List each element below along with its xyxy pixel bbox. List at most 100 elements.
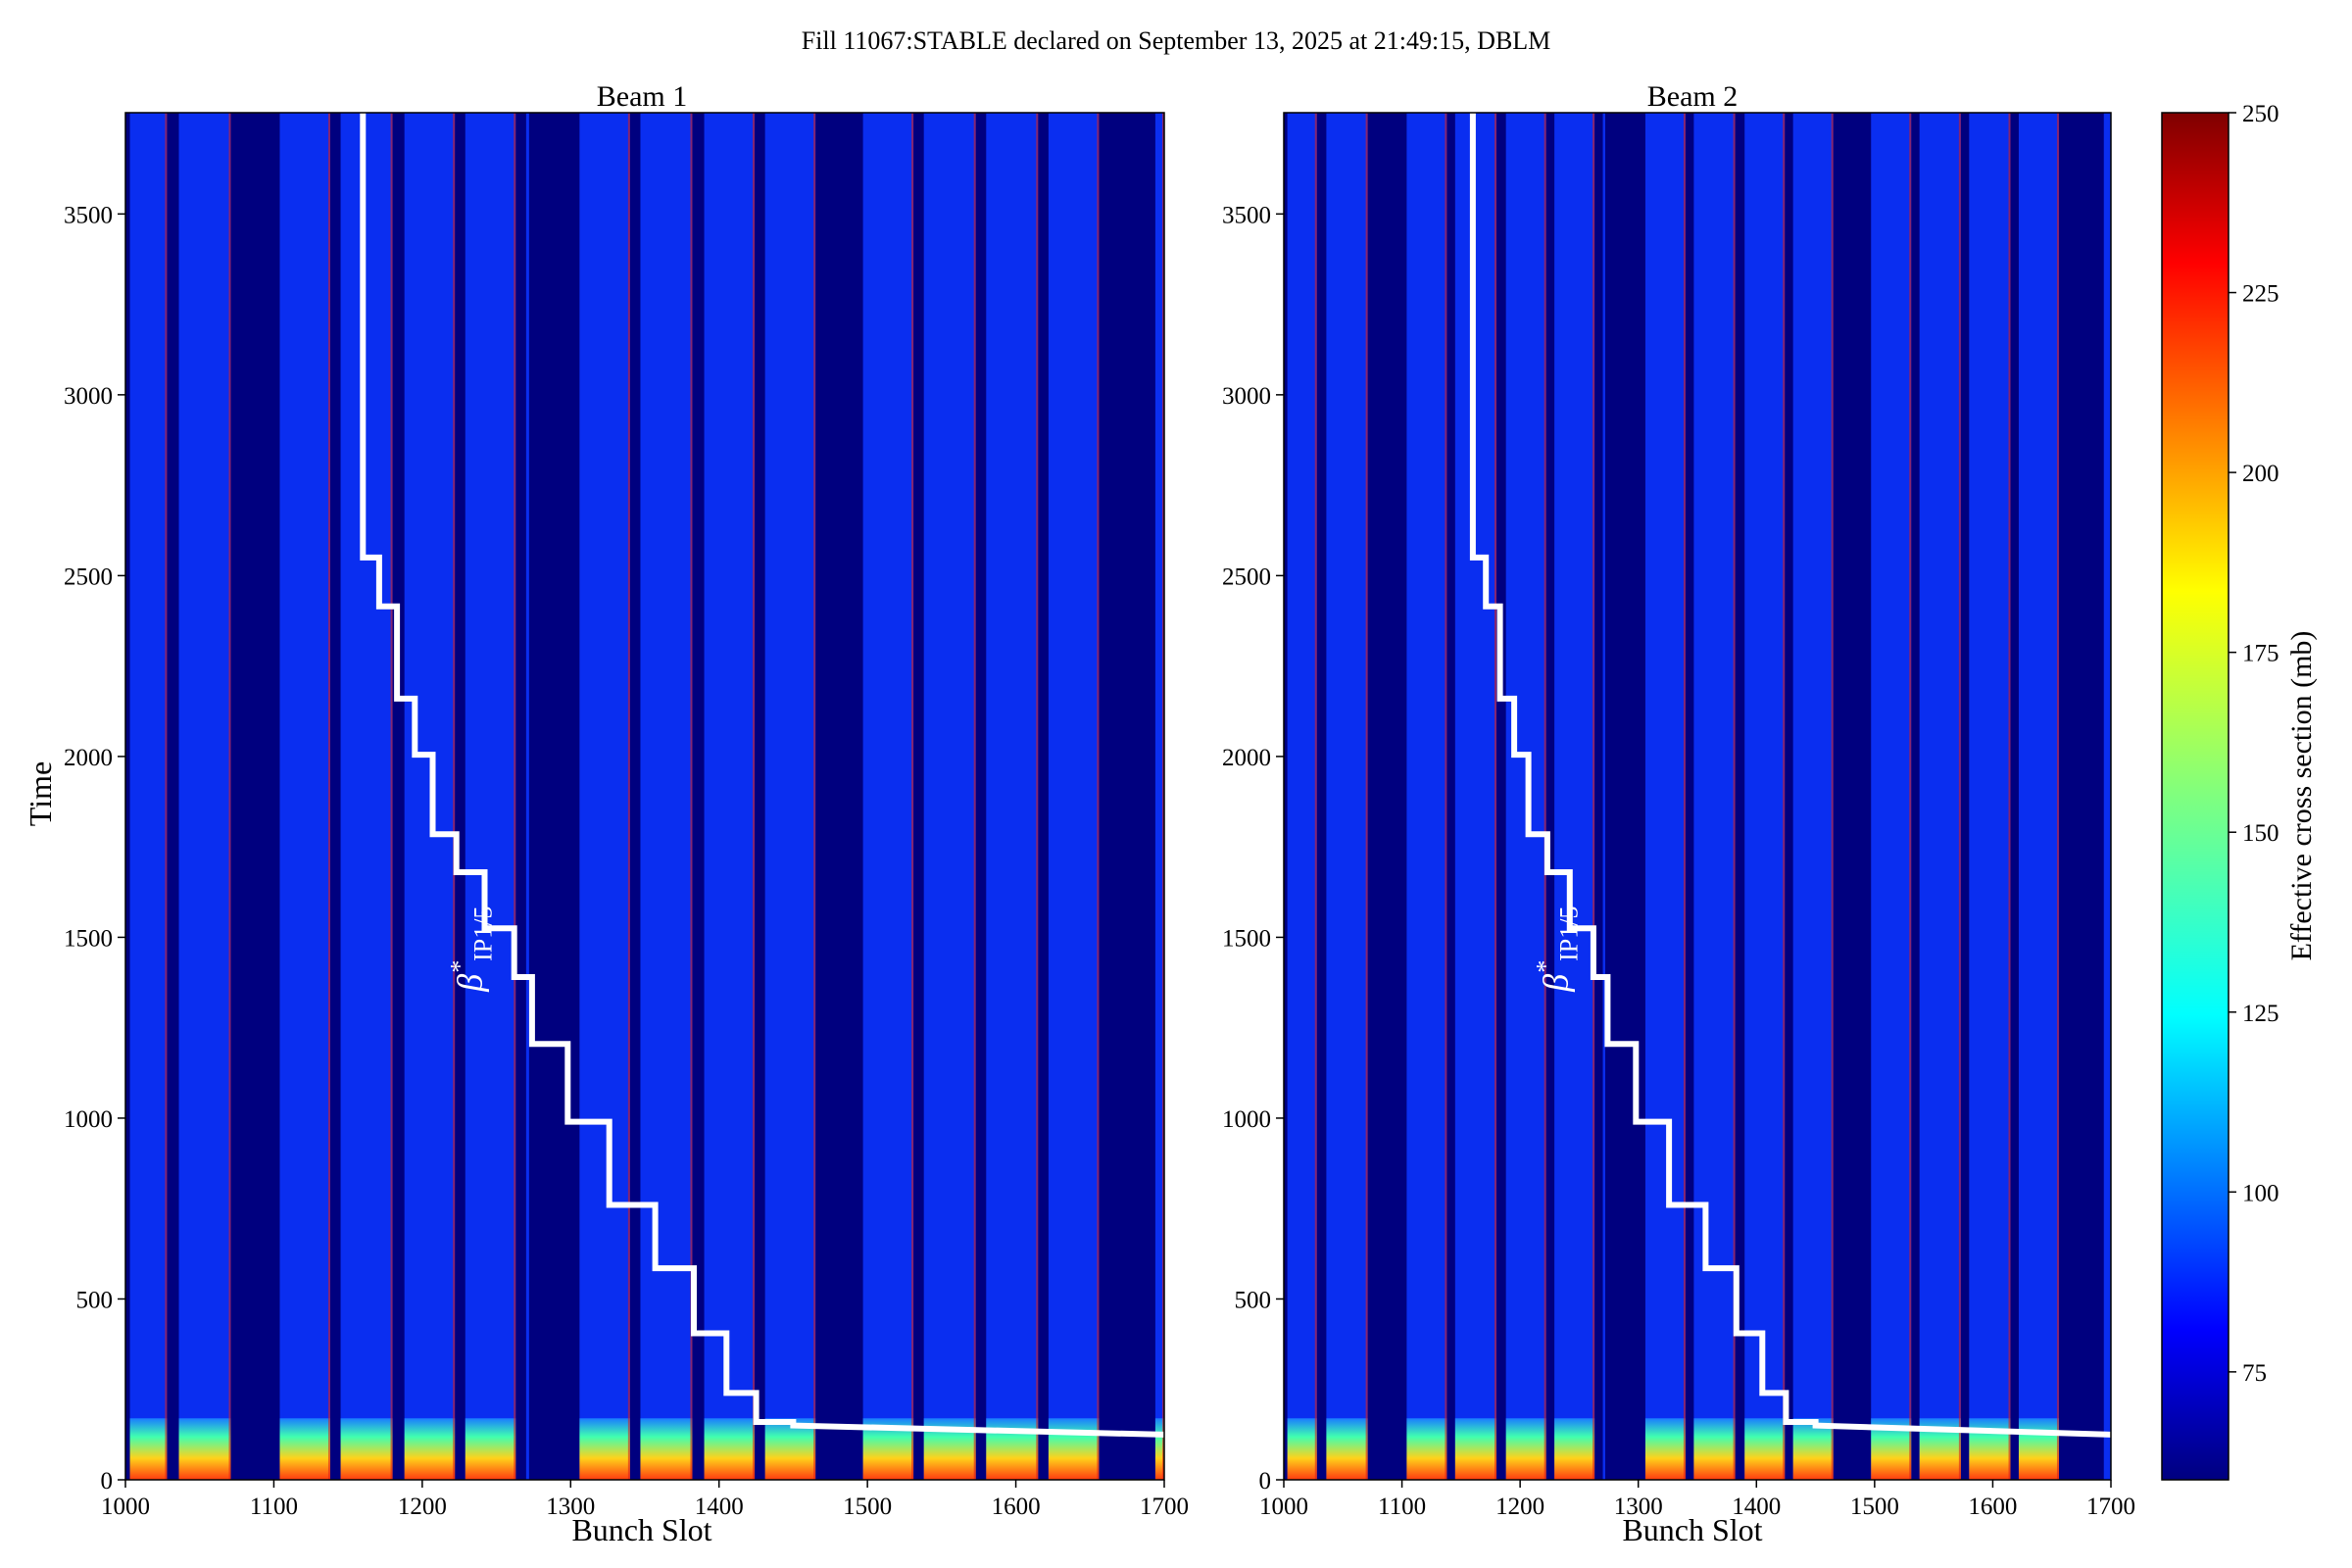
train-edge bbox=[453, 113, 456, 1480]
beta-star-annotation: β*IP1/5 bbox=[445, 906, 497, 993]
y-tick-label: 2000 bbox=[1222, 745, 1271, 771]
x-tick-label: 1600 bbox=[992, 1494, 1041, 1520]
bunch-train bbox=[640, 113, 693, 1480]
y-tick-label: 2500 bbox=[1222, 564, 1271, 590]
x-tick-label: 1000 bbox=[1259, 1494, 1308, 1520]
train-edge bbox=[1365, 113, 1368, 1480]
train-edge bbox=[1494, 113, 1497, 1480]
x-tick-label: 1500 bbox=[843, 1494, 892, 1520]
train-edge bbox=[1783, 113, 1786, 1480]
x-tick-label: 1400 bbox=[1732, 1494, 1781, 1520]
train-edge bbox=[1445, 113, 1447, 1480]
bunch-train bbox=[279, 113, 330, 1480]
bunch-train bbox=[862, 113, 914, 1480]
train-edge bbox=[165, 113, 168, 1480]
bunch-train bbox=[1792, 113, 1834, 1480]
bunch-train bbox=[1693, 113, 1736, 1480]
bunch-train bbox=[1969, 113, 2011, 1480]
x-tick-label: 1300 bbox=[546, 1494, 595, 1520]
y-tick-label: 0 bbox=[1259, 1468, 1272, 1494]
plot-frame bbox=[1283, 112, 2112, 1481]
y-axis-label: Time bbox=[23, 761, 58, 826]
y-tick-label: 500 bbox=[76, 1287, 114, 1313]
y-tick-label: 2000 bbox=[64, 745, 113, 771]
panel-title: Beam 2 bbox=[1647, 80, 1738, 113]
colorbar-ticks: 75 100 125 150 175 200 225 250 bbox=[2229, 101, 2279, 1387]
train-edge bbox=[1036, 113, 1039, 1480]
train-startup-band bbox=[1644, 1418, 1686, 1480]
y-tick-label: 2500 bbox=[64, 564, 113, 590]
train-startup-band bbox=[1154, 1418, 1164, 1480]
train-edge bbox=[1733, 113, 1736, 1480]
x-tick-label: 1700 bbox=[2086, 1494, 2135, 1520]
train-startup-band bbox=[1048, 1418, 1100, 1480]
train-edge bbox=[514, 113, 516, 1480]
bunch-train bbox=[404, 113, 456, 1480]
train-edge bbox=[1592, 113, 1595, 1480]
train-edge bbox=[1831, 113, 1834, 1480]
panel-title: Beam 1 bbox=[597, 80, 687, 113]
x-axis-label: Bunch Slot bbox=[1622, 1512, 1762, 1547]
bunch-train bbox=[1644, 113, 1686, 1480]
train-edge bbox=[1314, 113, 1317, 1480]
colorbar-tick-label: 250 bbox=[2242, 101, 2279, 127]
bunch-train bbox=[923, 113, 976, 1480]
x-tick-label: 1000 bbox=[101, 1494, 150, 1520]
x-axis-label: Bunch Slot bbox=[571, 1512, 711, 1547]
train-startup-band bbox=[1693, 1418, 1736, 1480]
train-edge bbox=[390, 113, 393, 1480]
train-startup-band bbox=[2018, 1418, 2059, 1480]
colorbar-label: Effective cross section (mb) bbox=[2285, 631, 2318, 961]
train-startup-band bbox=[1406, 1418, 1447, 1480]
train-edge bbox=[1683, 113, 1686, 1480]
x-tick-label: 1200 bbox=[398, 1494, 447, 1520]
bunch-train bbox=[1871, 113, 1912, 1480]
y-tick-label: 1000 bbox=[1222, 1106, 1271, 1133]
y-tick-label: 1500 bbox=[1222, 925, 1271, 952]
bunch-train bbox=[986, 113, 1039, 1480]
x-tick-label: 1500 bbox=[1850, 1494, 1899, 1520]
bunch-train bbox=[1287, 113, 1317, 1480]
bunch-train bbox=[1406, 113, 1447, 1480]
axes: 1000 1100 1200 1300 1400 1500 1600 1700 0 500 1000… bbox=[1222, 112, 2135, 1520]
colorbar-tick-label: 100 bbox=[2242, 1180, 2279, 1206]
plot-frame bbox=[124, 112, 1165, 1481]
train-edge bbox=[753, 113, 756, 1480]
bunch-train bbox=[1744, 113, 1786, 1480]
train-edge bbox=[627, 113, 630, 1480]
bunch-train bbox=[579, 113, 630, 1480]
colorbar: 75 100 125 150 175 200 225 250 Effective cross … bbox=[2161, 101, 2318, 1481]
train-edge bbox=[911, 113, 914, 1480]
x-tick-label: 1100 bbox=[1378, 1494, 1426, 1520]
bunch-train bbox=[1602, 113, 1605, 1480]
beta-star-annotation: β*IP1/5 bbox=[1531, 906, 1583, 993]
colorbar-tick-label: 150 bbox=[2242, 820, 2279, 847]
x-tick-label: 1200 bbox=[1495, 1494, 1544, 1520]
bunch-train bbox=[1454, 113, 1497, 1480]
bunch-train bbox=[525, 113, 529, 1480]
beta-star-line bbox=[1469, 113, 2112, 1438]
y-tick-label: 3000 bbox=[1222, 383, 1271, 410]
colorbar-tick-label: 75 bbox=[2242, 1360, 2267, 1387]
bunch-train bbox=[1154, 113, 1164, 1480]
bunch-train bbox=[1048, 113, 1100, 1480]
train-edge bbox=[690, 113, 693, 1480]
bunch-train bbox=[2018, 113, 2059, 1480]
bunch-train bbox=[704, 113, 756, 1480]
train-edge bbox=[1958, 113, 1961, 1480]
train-edge bbox=[1162, 113, 1164, 1480]
y-tick-label: 0 bbox=[101, 1468, 114, 1494]
y-tick-label: 3000 bbox=[64, 383, 113, 410]
beta-star-line bbox=[360, 113, 1165, 1438]
train-startup-band bbox=[1454, 1418, 1497, 1480]
train-startup-band bbox=[1326, 1418, 1368, 1480]
colorbar-tick-label: 175 bbox=[2242, 641, 2279, 667]
bunch-train bbox=[340, 113, 393, 1480]
bunch-train bbox=[178, 113, 231, 1480]
bunch-train bbox=[764, 113, 816, 1480]
train-edge bbox=[2008, 113, 2011, 1480]
train-startup-band bbox=[178, 1418, 231, 1480]
bunch-train bbox=[465, 113, 516, 1480]
beam-2-panel: Beam 2 β*IP1/5 1000 1100 1200 1300 1400 1500 1… bbox=[1222, 80, 2135, 1547]
